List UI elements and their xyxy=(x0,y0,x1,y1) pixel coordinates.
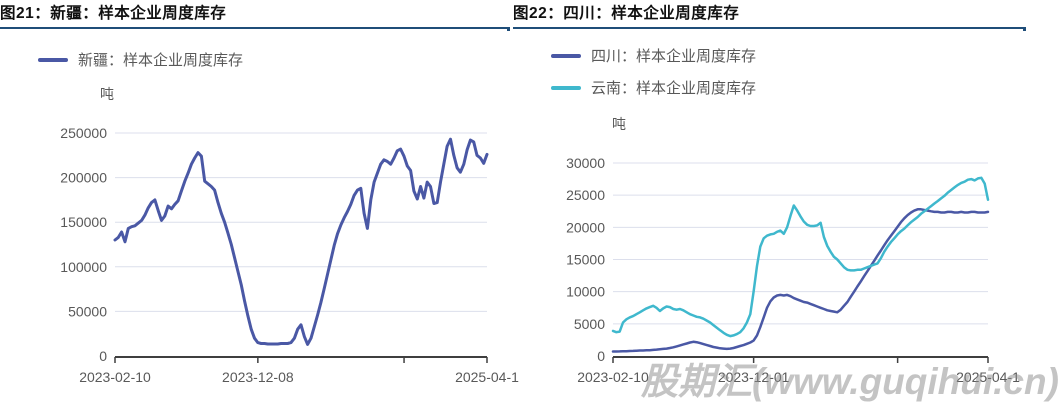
chart-title: 图22：四川：样本企业周度库存 xyxy=(513,2,1026,31)
y-tick-label: 0 xyxy=(597,348,605,364)
y-tick-label: 20000 xyxy=(566,219,605,235)
y-tick-label: 150000 xyxy=(60,214,107,230)
legend-label: 新疆：样本企业周度库存 xyxy=(78,52,244,69)
legend-swatch xyxy=(38,57,68,62)
chart-title: 图21：新疆：样本企业周度库存 xyxy=(0,2,510,31)
x-tick-label: 2023-02-10 xyxy=(79,369,151,385)
y-tick-label: 100000 xyxy=(60,259,107,275)
y-axis-unit-label: 吨 xyxy=(100,86,114,102)
legend-swatch xyxy=(551,53,581,58)
y-axis-unit-label: 吨 xyxy=(612,116,626,132)
x-tick-label: 2023-02-10 xyxy=(577,369,649,385)
legend-item: 云南：样本企业周度库存 xyxy=(551,77,756,98)
legend-item: 四川：样本企业周度库存 xyxy=(551,45,756,66)
legend-swatch xyxy=(551,85,581,90)
chart-panel-sichuan-yunnan: 图22：四川：样本企业周度库存 吨 0 5000 10000 15000 20000 25… xyxy=(513,0,1058,415)
line-chart-xinjiang: 0 50000 100000 150000 200000 250000 2023-02-10… xyxy=(60,125,519,385)
x-tick-label: 2025-04-1 xyxy=(455,369,519,385)
legend-label: 四川：样本企业周度库存 xyxy=(591,48,757,65)
series-line xyxy=(113,137,489,346)
y-tick-label: 200000 xyxy=(60,170,107,186)
y-tick-label: 0 xyxy=(99,348,107,364)
series-line xyxy=(611,176,990,338)
y-tick-label: 25000 xyxy=(566,187,605,203)
line-chart-sichuan-yunnan: 0 5000 10000 15000 20000 25000 30000 2023-02-10… xyxy=(566,155,1020,385)
series-line xyxy=(611,208,990,353)
legend-item: 新疆：样本企业周度库存 xyxy=(38,49,243,70)
y-tick-label: 30000 xyxy=(566,155,605,171)
legend-label: 云南：样本企业周度库存 xyxy=(591,80,757,97)
x-tick-label: 2023-12-01 xyxy=(718,369,790,385)
y-tick-label: 250000 xyxy=(60,125,107,141)
y-tick-label: 10000 xyxy=(566,284,605,300)
x-tick-label: 2023-12-08 xyxy=(222,369,294,385)
x-tick-label: 2025-04-1 xyxy=(956,369,1020,385)
y-tick-label: 5000 xyxy=(574,316,605,332)
y-tick-label: 15000 xyxy=(566,252,605,268)
chart-panel-xinjiang: 图21：新疆：样本企业周度库存 吨 0 50000 100000 150000 2000… xyxy=(0,0,519,415)
y-tick-label: 50000 xyxy=(68,303,107,319)
